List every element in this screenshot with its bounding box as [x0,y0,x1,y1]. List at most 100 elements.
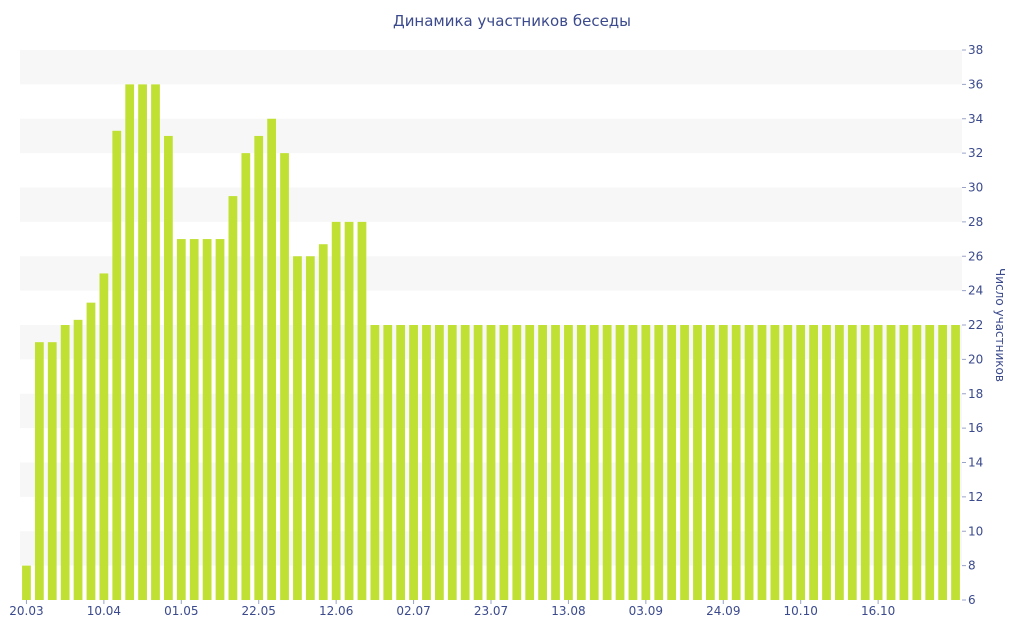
x-tick-label: 16.10 [861,604,895,618]
bar[interactable] [73,319,83,600]
y-tick-label: 28 [968,215,983,229]
bar[interactable] [86,302,96,600]
bar[interactable] [215,239,225,600]
bar[interactable] [847,325,857,600]
bar[interactable] [899,325,909,600]
bar[interactable] [241,153,251,601]
bar[interactable] [22,565,31,601]
y-tick-label: 24 [968,284,983,298]
bar[interactable] [693,325,702,600]
bar[interactable] [770,325,780,600]
x-tick-label: 20.03 [9,604,43,618]
bar[interactable] [796,325,806,600]
chart-title: Динамика участников беседы [392,12,632,30]
grid-band [20,187,962,222]
bar[interactable] [447,325,457,600]
y-tick-label: 16 [968,421,983,435]
y-tick-label: 10 [968,524,983,538]
bar[interactable] [34,342,44,600]
y-tick-label: 8 [968,559,976,573]
bar[interactable] [357,221,367,601]
bar[interactable] [667,325,677,600]
x-tick-label: 02.07 [396,604,430,618]
x-tick-label: 01.05 [164,604,198,618]
bar[interactable] [331,221,341,601]
bar[interactable] [809,325,818,600]
bar[interactable] [460,325,470,600]
x-tick-label: 23.07 [474,604,508,618]
grid-band [20,118,962,154]
y-tick-label: 20 [968,352,983,366]
y-tick-label: 38 [968,43,983,57]
bar[interactable] [873,325,883,600]
y-tick-label: 36 [968,77,983,91]
bar[interactable] [731,325,741,600]
bar[interactable] [705,325,715,600]
y-tick-label: 30 [968,181,983,195]
bar[interactable] [925,325,935,600]
bar[interactable] [486,325,496,600]
x-tick-label: 22.05 [242,604,276,618]
bar[interactable] [680,325,689,600]
bar[interactable] [628,325,638,600]
bar[interactable] [99,273,109,600]
bar[interactable] [886,325,896,600]
bar[interactable] [718,325,728,600]
bar[interactable] [112,130,122,600]
bar[interactable] [435,325,444,600]
bar[interactable] [47,342,57,600]
bar[interactable] [344,221,354,601]
bar[interactable] [422,325,431,600]
x-tick-label: 03.09 [629,604,663,618]
bar[interactable] [757,325,767,600]
bar[interactable] [60,325,70,600]
y-tick-label: 12 [968,490,983,504]
bar[interactable] [564,325,573,600]
bar[interactable] [835,325,844,600]
y-tick-label: 18 [968,387,983,401]
bar[interactable] [912,325,922,600]
x-axis-ticks: 20.03 10.04 01.05 22.05 12.06 02.07 23.07 13.08… [9,600,895,618]
bar[interactable] [125,84,135,601]
bar[interactable] [176,239,186,600]
bar[interactable] [499,325,509,600]
bar[interactable] [189,239,199,600]
bar[interactable] [589,325,599,600]
bar[interactable] [654,325,664,600]
bar[interactable] [860,325,870,600]
bar[interactable] [305,256,315,600]
bar[interactable] [602,325,612,600]
y-tick-label: 6 [968,593,976,607]
bar[interactable] [228,196,238,600]
x-tick-label: 10.04 [87,604,121,618]
bar[interactable] [525,325,535,600]
bar[interactable] [138,84,147,601]
bar[interactable] [396,325,406,600]
bar[interactable] [202,239,212,600]
bar[interactable] [473,325,483,600]
bar[interactable] [551,325,560,600]
bar[interactable] [370,325,380,600]
bar[interactable] [641,325,651,600]
bar[interactable] [254,135,264,600]
bar[interactable] [164,135,173,600]
bar[interactable] [822,325,831,600]
bar[interactable] [783,325,793,600]
bars [22,84,960,601]
x-tick-label: 12.06 [319,604,353,618]
bar[interactable] [576,325,586,600]
bar[interactable] [267,118,277,600]
bar[interactable] [615,325,625,600]
bar[interactable] [938,325,948,600]
bar[interactable] [383,325,393,600]
bar[interactable] [280,153,289,601]
bar[interactable] [951,325,960,600]
bar[interactable] [318,244,328,600]
bar[interactable] [512,325,522,600]
bar[interactable] [409,325,418,600]
bar[interactable] [293,256,302,600]
bar[interactable] [151,84,160,601]
x-tick-label: 13.08 [551,604,585,618]
bar[interactable] [538,325,547,600]
bar[interactable] [744,325,754,600]
